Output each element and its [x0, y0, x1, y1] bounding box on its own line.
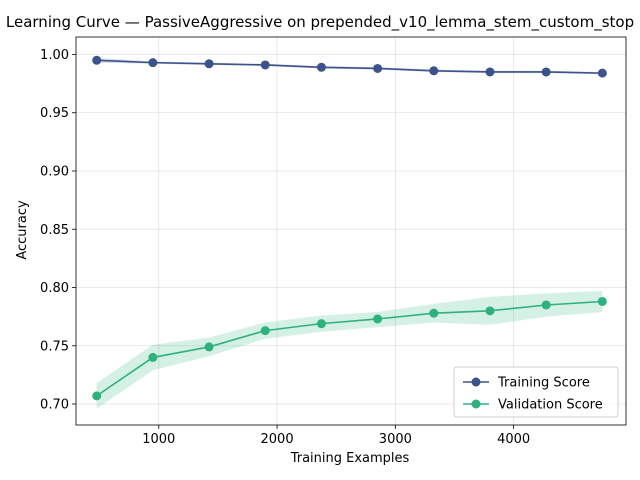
data-point-series-1	[148, 58, 158, 68]
data-point-series-1	[316, 62, 326, 72]
x-axis-label: Training Examples	[290, 451, 410, 466]
legend-label-series-2: Validation Score	[498, 398, 603, 413]
y-tick-label: 0.80	[40, 281, 69, 296]
chart-title: Learning Curve — PassiveAggressive on pr…	[6, 13, 634, 32]
data-point-series-2	[204, 342, 214, 352]
data-point-series-2	[373, 314, 383, 324]
ticks: 1000 2000 3000 4000 0.70 0.75 0.80 0.85 0.90 0.95…	[40, 48, 530, 447]
legend-marker-series-1	[471, 377, 481, 387]
legend: Training Score Validation Score	[453, 366, 619, 418]
grid-layer	[76, 37, 626, 425]
y-tick-label: 0.95	[40, 106, 69, 121]
legend-box	[453, 366, 619, 418]
series-line-1	[96, 59, 603, 74]
data-point-series-1	[541, 67, 551, 77]
legend-label-series-1: Training Score	[497, 376, 590, 391]
data-point-series-1	[260, 60, 270, 70]
data-point-series-1	[429, 66, 439, 76]
data-point-series-1	[597, 68, 607, 78]
x-tick-label: 3000	[379, 432, 412, 447]
x-tick-label: 1000	[142, 432, 175, 447]
confidence-band-series-2	[96, 291, 603, 409]
x-tick-label: 4000	[497, 432, 530, 447]
data-point-series-2	[597, 296, 607, 306]
legend-marker-series-2	[471, 399, 481, 409]
data-point-series-2	[316, 319, 326, 329]
y-tick-label: 1.00	[40, 48, 69, 63]
data-point-series-1	[92, 55, 102, 65]
y-tick-label: 0.70	[40, 398, 69, 413]
x-tick-label: 2000	[261, 432, 294, 447]
data-point-series-2	[148, 352, 158, 362]
data-point-series-2	[260, 326, 270, 336]
data-point-series-1	[204, 59, 214, 69]
y-tick-label: 0.85	[40, 223, 69, 238]
plot-frame	[75, 36, 627, 426]
data-point-series-2	[429, 308, 439, 318]
y-tick-label: 0.75	[40, 339, 69, 354]
series-line-2	[96, 300, 603, 397]
axes	[75, 36, 627, 426]
y-axis-label: Accuracy	[15, 200, 30, 260]
series-lines	[92, 55, 607, 401]
data-point-series-1	[485, 67, 495, 77]
data-point-series-2	[541, 300, 551, 310]
data-point-series-2	[485, 306, 495, 316]
data-point-series-1	[373, 63, 383, 73]
y-tick-label: 0.90	[40, 164, 69, 179]
data-point-series-2	[92, 391, 102, 401]
